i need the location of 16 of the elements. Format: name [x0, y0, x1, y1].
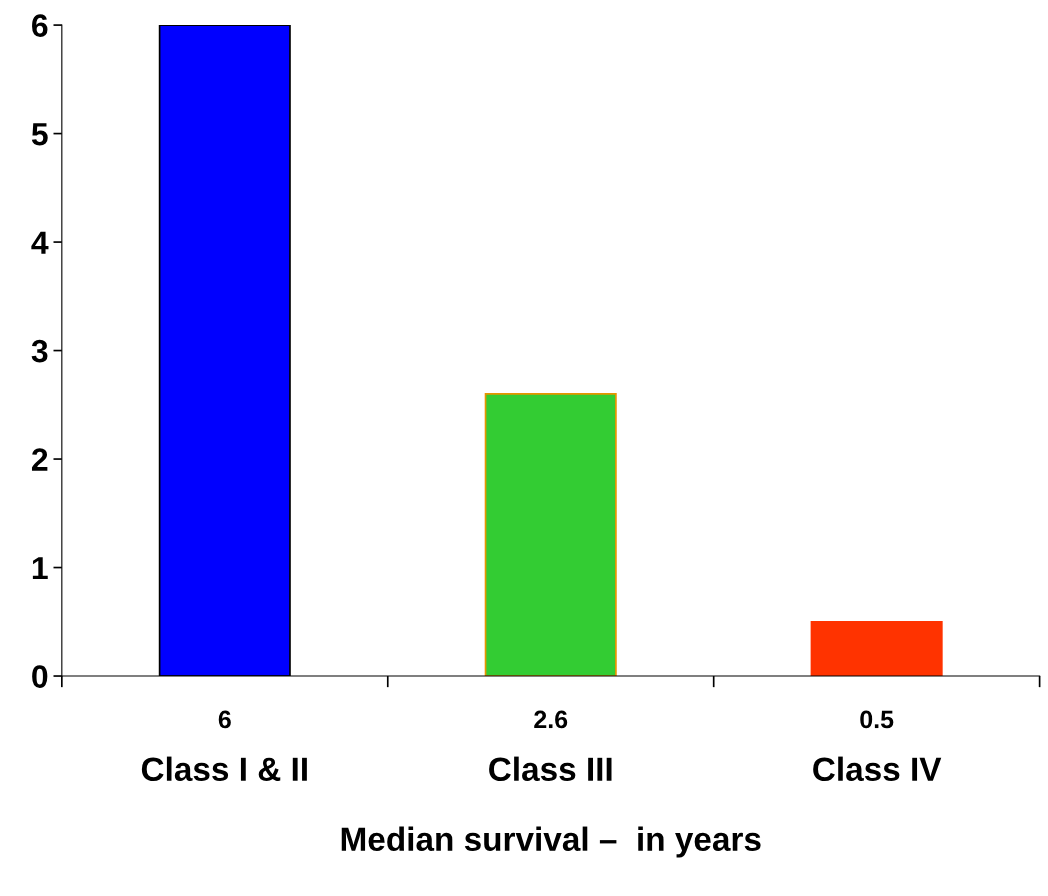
y-tick-label: 2	[31, 448, 48, 471]
bar	[810, 620, 943, 677]
data-label: 2.6	[534, 710, 568, 729]
y-tick-label: 4	[31, 231, 49, 254]
y-tick-label: 1	[32, 557, 48, 580]
x-tick-label: Class I & II	[141, 756, 307, 782]
y-tick-label: 0	[32, 665, 48, 688]
bar	[484, 393, 617, 677]
y-tick-label: 3	[31, 339, 48, 363]
x-tick-label: Class III	[489, 756, 612, 782]
x-axis-title: Median survival – in years	[341, 826, 761, 858]
y-tick-label: 6	[32, 14, 48, 37]
x-tick-label: Class IV	[813, 756, 942, 782]
data-label: 0.5	[860, 710, 894, 729]
y-tick-label: 5	[31, 123, 48, 146]
data-label: 6	[218, 710, 231, 729]
